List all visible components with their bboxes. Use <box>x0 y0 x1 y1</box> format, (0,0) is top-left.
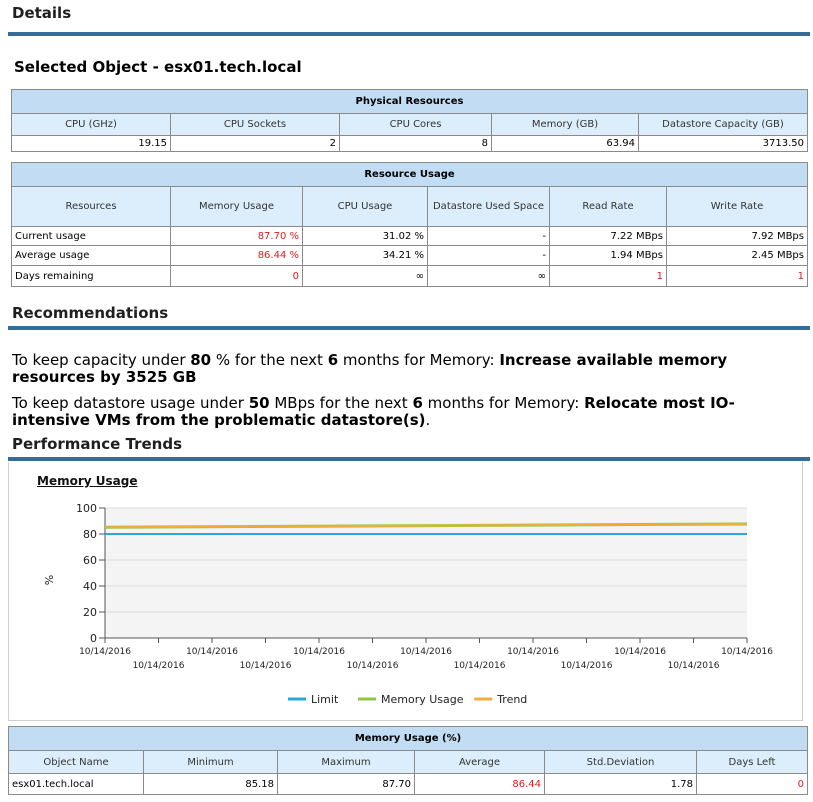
memory-table-caption: Memory Usage (%) <box>8 726 808 751</box>
recommendation-memory: To keep capacity under 80 % for the next… <box>12 351 728 386</box>
physical-resources-table: Physical Resources CPU (GHz) CPU Sockets… <box>11 89 808 152</box>
performance-title: Performance Trends <box>12 435 183 453</box>
cpu-ghz-value: 19.15 <box>11 135 171 152</box>
minimum-value: 85.18 <box>143 773 278 795</box>
header-std-deviation: Std.Deviation <box>544 750 697 774</box>
header-cpu-cores: CPU Cores <box>339 113 492 136</box>
recommendations-rule <box>8 326 810 330</box>
row-label: Days remaining <box>11 265 171 287</box>
row-label: Average usage <box>11 245 171 266</box>
details-title: Details <box>12 4 72 22</box>
x-tick-label: 10/14/2016 <box>347 661 399 671</box>
read-rate-average: 1.94 MBps <box>549 245 667 266</box>
header-object-name: Object Name <box>8 750 144 774</box>
table-row: Days remaining 0 ∞ ∞ 1 1 <box>11 265 808 287</box>
y-axis-label: % <box>43 575 56 585</box>
selected-object-title: Selected Object - esx01.tech.local <box>14 58 302 76</box>
datastore-days-remaining: ∞ <box>427 265 550 287</box>
cpu-sockets-value: 2 <box>170 135 340 152</box>
memory-usage-chart-panel: Memory Usage 0 20 40 60 80 100 10/14/2016 10/14… <box>8 462 803 721</box>
x-tick-label: 10/14/2016 <box>454 661 506 671</box>
x-tick-label: 10/14/2016 <box>668 661 720 671</box>
header-memory-usage: Memory Usage <box>170 186 303 227</box>
std-deviation-value: 1.78 <box>544 773 697 795</box>
plot-area <box>105 508 747 638</box>
cpu-usage-average: 34.21 % <box>302 245 428 266</box>
table-row: Average usage 86.44 % 34.21 % - 1.94 MBp… <box>11 245 808 266</box>
read-rate-current: 7.22 MBps <box>549 226 667 246</box>
header-cpu-ghz: CPU (GHz) <box>11 113 171 136</box>
write-days-remaining: 1 <box>666 265 808 287</box>
datastore-used-current: - <box>427 226 550 246</box>
x-tick-label: 10/14/2016 <box>240 661 292 671</box>
cpu-cores-value: 8 <box>339 135 492 152</box>
legend-label: Trend <box>496 693 527 706</box>
y-tick-label: 20 <box>83 606 97 619</box>
header-datastore-capacity: Datastore Capacity (GB) <box>638 113 808 136</box>
chart-legend: Limit Memory Usage Trend <box>288 693 527 706</box>
header-read-rate: Read Rate <box>549 186 667 227</box>
read-days-remaining: 1 <box>549 265 667 287</box>
x-tick-label: 10/14/2016 <box>400 647 452 657</box>
header-write-rate: Write Rate <box>666 186 808 227</box>
header-datastore-used: Datastore Used Space <box>427 186 550 227</box>
details-rule <box>8 32 810 36</box>
row-label: Current usage <box>11 226 171 246</box>
x-tick-label: 10/14/2016 <box>614 647 666 657</box>
x-tick-label: 10/14/2016 <box>133 661 185 671</box>
table-row: Current usage 87.70 % 31.02 % - 7.22 MBp… <box>11 226 808 246</box>
write-rate-average: 2.45 MBps <box>666 245 808 266</box>
legend-label: Memory Usage <box>381 693 464 706</box>
cpu-days-remaining: ∞ <box>302 265 428 287</box>
recommendation-datastore: To keep datastore usage under 50 MBps fo… <box>12 394 735 429</box>
memory-days-remaining: 0 <box>170 265 303 287</box>
cpu-usage-current: 31.02 % <box>302 226 428 246</box>
performance-rule <box>8 457 810 461</box>
header-maximum: Maximum <box>277 750 415 774</box>
resource-usage-caption: Resource Usage <box>11 162 808 187</box>
memory-usage-current: 87.70 % <box>170 226 303 246</box>
object-name-value: esx01.tech.local <box>8 773 144 795</box>
memory-usage-percent-table: Memory Usage (%) Object Name Minimum Max… <box>8 726 808 795</box>
y-tick-label: 0 <box>90 632 97 645</box>
header-days-left: Days Left <box>696 750 808 774</box>
resource-usage-table: Resource Usage Resources Memory Usage CP… <box>11 162 808 287</box>
y-tick-label: 80 <box>83 528 97 541</box>
memory-usage-average: 86.44 % <box>170 245 303 266</box>
x-tick-label: 10/14/2016 <box>507 647 559 657</box>
datastore-used-average: - <box>427 245 550 266</box>
average-value: 86.44 <box>414 773 545 795</box>
chart-title: Memory Usage <box>37 474 138 488</box>
legend-label: Limit <box>311 693 339 706</box>
x-tick-label: 10/14/2016 <box>79 647 131 657</box>
maximum-value: 87.70 <box>277 773 415 795</box>
y-tick-label: 60 <box>83 554 97 567</box>
physical-resources-caption: Physical Resources <box>11 89 808 114</box>
header-memory-gb: Memory (GB) <box>491 113 639 136</box>
y-tick-label: 100 <box>76 502 97 515</box>
series-line-trend <box>104 522 748 529</box>
table-row: 19.15 2 8 63.94 3713.50 <box>11 135 808 152</box>
header-resources: Resources <box>11 186 171 227</box>
x-tick-label: 10/14/2016 <box>186 647 238 657</box>
datastore-capacity-value: 3713.50 <box>638 135 808 152</box>
x-tick-label: 10/14/2016 <box>293 647 345 657</box>
recommendations-title: Recommendations <box>12 304 169 322</box>
header-cpu-usage: CPU Usage <box>302 186 428 227</box>
header-average: Average <box>414 750 545 774</box>
y-tick-label: 40 <box>83 580 97 593</box>
table-row: esx01.tech.local 85.18 87.70 86.44 1.78 … <box>8 773 808 795</box>
header-cpu-sockets: CPU Sockets <box>170 113 340 136</box>
memory-gb-value: 63.94 <box>491 135 639 152</box>
write-rate-current: 7.92 MBps <box>666 226 808 246</box>
days-left-value: 0 <box>696 773 808 795</box>
header-minimum: Minimum <box>143 750 278 774</box>
x-tick-label: 10/14/2016 <box>721 647 773 657</box>
x-tick-label: 10/14/2016 <box>561 661 613 671</box>
